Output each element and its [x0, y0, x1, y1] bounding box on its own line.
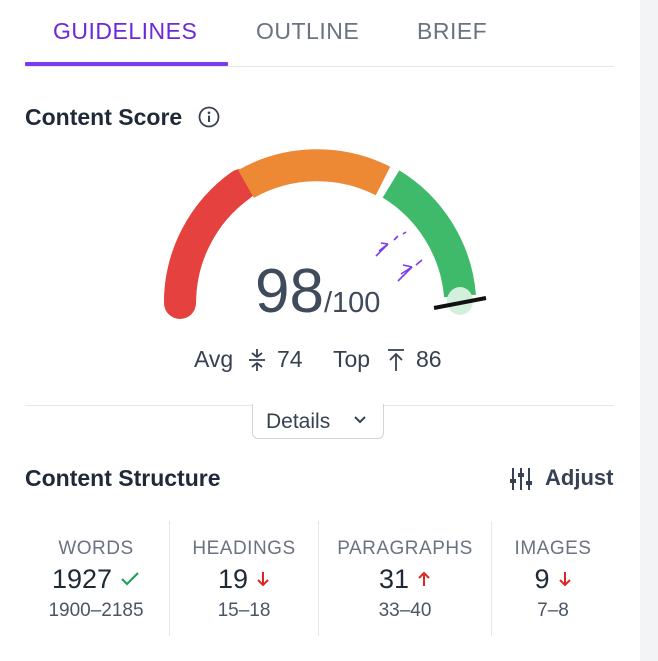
avg-icon	[249, 349, 265, 371]
avg-top-markers	[375, 231, 423, 282]
metric-value: 19	[217, 564, 249, 594]
tab-bar: GUIDELINES OUTLINE BRIEF	[25, 0, 614, 67]
metric-label: IMAGES	[514, 538, 592, 559]
chevron-down-icon	[354, 416, 366, 424]
tab-brief[interactable]: BRIEF	[417, 18, 488, 44]
metric-divider	[318, 521, 319, 636]
avg-label: Avg	[194, 346, 234, 372]
sliders-icon	[510, 468, 532, 490]
top-value: 86	[416, 346, 442, 372]
arrow-up-icon	[418, 571, 430, 586]
metric-range: 15–18	[217, 600, 271, 621]
tab-guidelines[interactable]: GUIDELINES	[53, 18, 198, 44]
metric-label: WORDS	[58, 538, 134, 559]
scroll-gutter	[640, 0, 658, 661]
metric-divider	[169, 521, 170, 636]
gauge-segment-low-body	[164, 171, 251, 304]
gauge-segment-high	[382, 170, 476, 298]
details-label: Details	[266, 410, 331, 433]
score-number: 98	[255, 257, 324, 326]
content-guidelines-panel: GUIDELINES OUTLINE BRIEF Content Score	[25, 0, 618, 638]
metric-label: PARAGRAPHS	[337, 538, 473, 559]
metric-images: IMAGES 9 7–8	[492, 520, 614, 638]
score-marker	[433, 296, 487, 310]
score-max: /100	[323, 287, 381, 319]
metric-value: 9	[534, 564, 550, 594]
gauge-segment-mid	[238, 149, 391, 199]
active-tab-indicator	[25, 62, 228, 66]
metric-range: 7–8	[537, 600, 569, 621]
content-score-title: Content Score	[25, 104, 183, 130]
score-value: 98/100	[255, 256, 380, 327]
metric-paragraphs: PARAGRAPHS 31 33–40	[319, 520, 491, 638]
top-icon	[388, 349, 404, 371]
adjust-button[interactable]: Adjust	[508, 464, 618, 494]
top-label: Top	[333, 346, 371, 372]
metric-range: 1900–2185	[48, 600, 144, 621]
metric-value: 1927	[51, 564, 113, 594]
content-structure-title: Content Structure	[25, 465, 221, 491]
arrow-down-icon	[257, 571, 269, 587]
metric-headings: HEADINGS 19 15–18	[170, 520, 318, 638]
metric-range: 33–40	[378, 600, 432, 621]
metric-label: HEADINGS	[192, 538, 296, 559]
check-icon	[121, 572, 139, 586]
arrow-down-icon	[558, 571, 571, 587]
metric-divider	[491, 521, 492, 636]
tab-outline[interactable]: OUTLINE	[256, 18, 360, 44]
avg-value: 74	[277, 346, 303, 372]
adjust-label: Adjust	[545, 465, 614, 490]
details-button[interactable]: Details	[252, 404, 384, 439]
metric-value: 31	[378, 564, 410, 594]
info-icon[interactable]	[198, 106, 220, 128]
metric-words: WORDS 1927 1900–2185	[25, 520, 167, 638]
score-gauge	[164, 149, 487, 319]
